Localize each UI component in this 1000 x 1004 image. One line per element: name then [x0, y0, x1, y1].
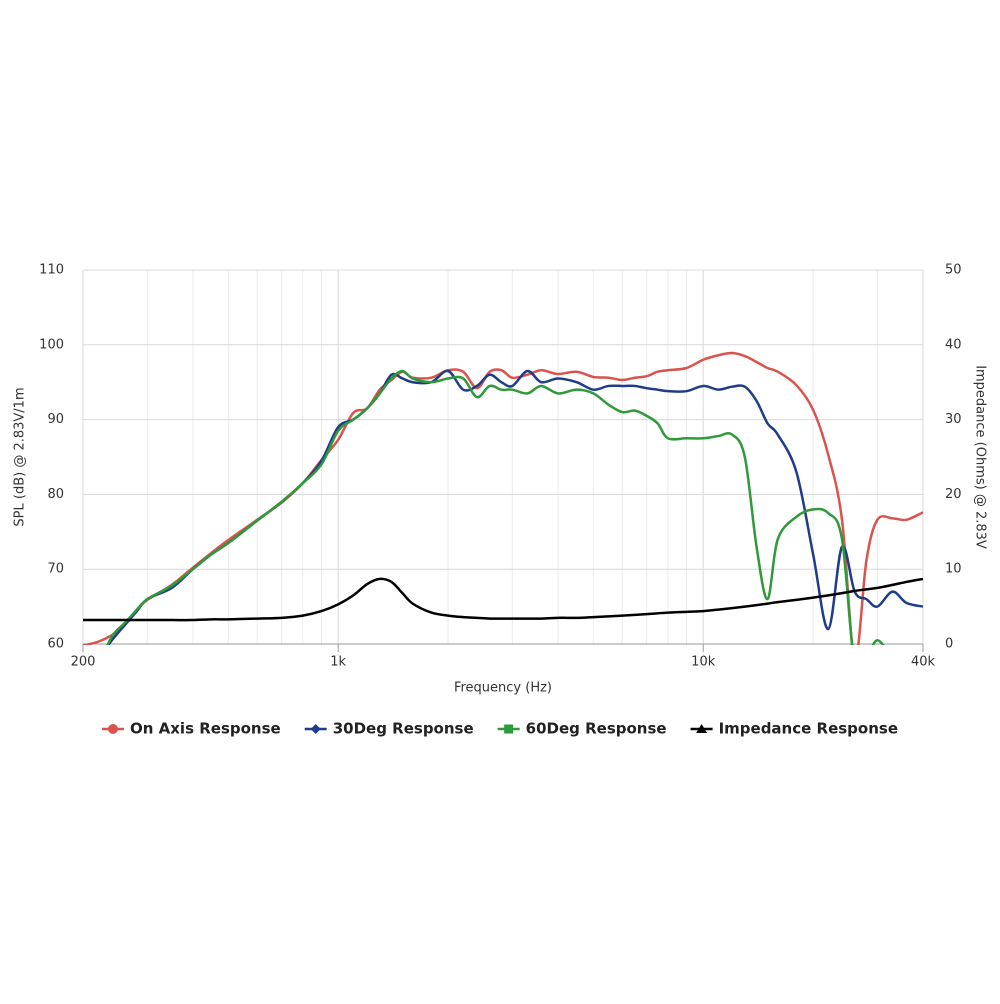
legend-label: 60Deg Response	[526, 720, 667, 738]
y-tick-label: 100	[39, 337, 64, 352]
x-axis-title: Frequency (Hz)	[454, 681, 552, 696]
y2-tick-label: 20	[945, 487, 962, 502]
legend-symbol	[310, 724, 321, 734]
legend-symbol	[108, 724, 118, 734]
y2-tick-label: 50	[945, 263, 962, 278]
legend-symbol	[696, 724, 708, 733]
y2-tick-label: 10	[945, 562, 962, 577]
x-tick-label: 40k	[911, 655, 936, 670]
x-tick-label: 10k	[691, 655, 716, 670]
y-tick-label: 110	[39, 263, 64, 278]
y2-tick-label: 30	[945, 412, 962, 427]
legend-label: On Axis Response	[130, 720, 281, 738]
plot-area	[83, 351, 924, 645]
y2-tick-label: 40	[945, 337, 962, 352]
legend-label: Impedance Response	[719, 720, 898, 738]
y-tick-label: 90	[47, 412, 64, 427]
y2-axis-title: Impedance (Ohms) @ 2.83V	[973, 365, 988, 549]
y-tick-label: 60	[47, 637, 64, 652]
series-line	[83, 351, 924, 645]
series-line	[83, 577, 924, 622]
legend-symbol	[504, 724, 514, 734]
x-tick-label: 200	[71, 655, 96, 670]
x-tick-label: 1k	[330, 655, 346, 670]
y-axis-title: SPL (dB) @ 2.83V/1m	[13, 387, 28, 526]
y-tick-label: 80	[47, 487, 64, 502]
y2-tick-label: 0	[945, 637, 953, 652]
legend-label: 30Deg Response	[333, 720, 474, 738]
series-line	[106, 369, 885, 645]
y-tick-label: 70	[47, 562, 64, 577]
